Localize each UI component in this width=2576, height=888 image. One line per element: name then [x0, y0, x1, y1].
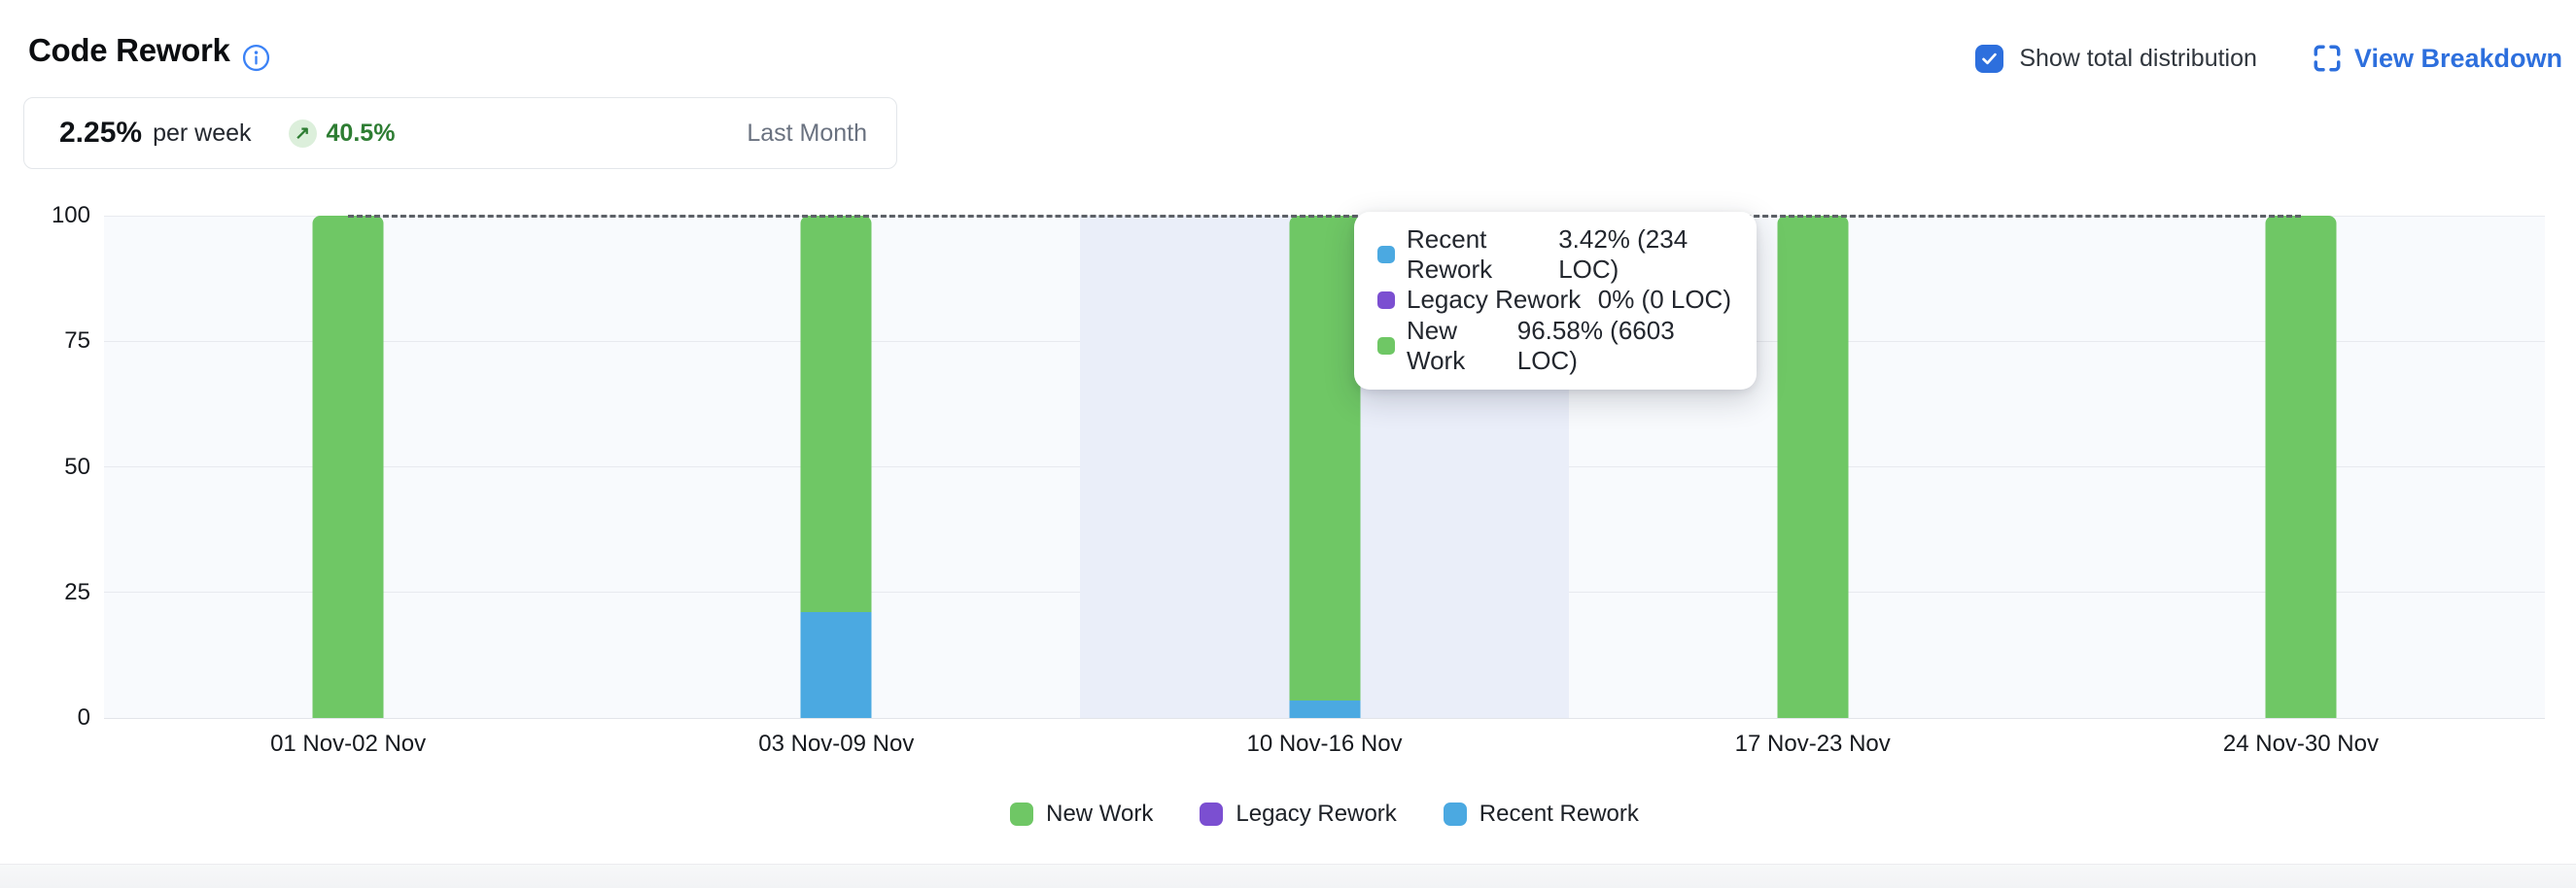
x-axis-label: 17 Nov-23 Nov — [1734, 731, 1891, 757]
tooltip-series-icon — [1377, 245, 1395, 263]
stat-period: Last Month — [747, 119, 867, 147]
y-axis-label: 0 — [77, 704, 90, 731]
tooltip-series-name: Legacy Rework — [1407, 285, 1582, 314]
legend-label: Legacy Rework — [1236, 801, 1397, 827]
bar-segment-new-work — [1289, 216, 1360, 701]
tooltip-row-legacy-rework: Legacy Rework 0% (0 LOC) — [1377, 277, 1731, 323]
legend-swatch-icon — [1010, 803, 1034, 826]
bar-segment-new-work — [1777, 216, 1849, 718]
rework-stat-card: 2.25% per week ↗ 40.5% Last Month — [23, 97, 897, 169]
bar-segment-new-work — [800, 216, 872, 613]
bar-slot — [2057, 216, 2545, 718]
tooltip-row-new-work: New Work 96.58% (6603 LOC) — [1377, 316, 1731, 375]
expand-icon — [2314, 45, 2341, 72]
tooltip-series-value: 96.58% (6603 LOC) — [1516, 315, 1675, 375]
gridline-0 — [104, 717, 2545, 719]
y-axis-label: 25 — [64, 578, 90, 605]
stacked-bar-01-nov-02-nov[interactable] — [312, 216, 384, 718]
view-breakdown-link[interactable]: View Breakdown — [2312, 43, 2562, 74]
stacked-bar-17-nov-23-nov[interactable] — [1777, 216, 1849, 718]
total-distribution-line — [348, 215, 2301, 218]
trend-value: 40.5% — [326, 119, 396, 147]
tooltip-series-name: New Work — [1407, 315, 1466, 375]
y-axis: 0 25 50 75 100 — [0, 202, 90, 731]
show-total-label[interactable]: Show total distribution — [2019, 44, 2257, 72]
x-axis-label: 01 Nov-02 Nov — [270, 731, 427, 757]
chart-tooltip: Recent Rework 3.42% (234 LOC) Legacy Rewor… — [1354, 212, 1757, 390]
tooltip-series-value: 0% (0 LOC) — [1597, 285, 1731, 314]
legend-swatch-icon — [1443, 803, 1467, 826]
x-axis: 01 Nov-02 Nov 03 Nov-09 Nov 10 Nov-16 Nov 1… — [104, 731, 2545, 758]
stacked-bar-10-nov-16-nov[interactable] — [1289, 216, 1360, 718]
stat-value: 2.25% — [59, 117, 143, 149]
x-axis-label: 03 Nov-09 Nov — [758, 731, 915, 757]
legend-label: Recent Rework — [1479, 801, 1639, 827]
tooltip-series-icon — [1377, 336, 1395, 355]
stat-unit: per week — [153, 119, 252, 147]
legend-item-new-work[interactable]: New Work — [1010, 801, 1153, 828]
tooltip-series-value: 3.42% (234 LOC) — [1558, 223, 1688, 284]
bar-slots — [104, 216, 2545, 718]
y-axis-label: 100 — [51, 202, 90, 228]
stacked-bar-24-nov-30-nov[interactable] — [2265, 216, 2337, 718]
x-axis-label: 24 Nov-30 Nov — [2222, 731, 2379, 757]
show-total-checkbox[interactable] — [1975, 44, 2004, 73]
legend-label: New Work — [1046, 801, 1154, 827]
next-section-edge — [0, 864, 2576, 888]
header-controls: Show total distribution View Breakdown — [1975, 41, 2562, 76]
bar-segment-new-work — [312, 216, 384, 718]
bar-segment-recent-rework — [1289, 700, 1360, 718]
check-icon — [1982, 52, 1998, 64]
tooltip-row-recent-rework: Recent Rework 3.42% (234 LOC) — [1377, 224, 1731, 284]
bar-slot — [104, 216, 592, 718]
legend-item-recent-rework[interactable]: Recent Rework — [1443, 801, 1639, 828]
bar-segment-recent-rework — [800, 612, 872, 718]
trend-up-icon: ↗ — [288, 119, 317, 148]
view-breakdown-label: View Breakdown — [2353, 43, 2562, 73]
trend-badge: ↗ 40.5% — [288, 119, 396, 148]
stacked-bar-03-nov-09-nov[interactable] — [800, 216, 872, 718]
page-title: Code Rework — [28, 32, 230, 68]
legend-item-legacy-rework[interactable]: Legacy Rework — [1200, 801, 1397, 828]
tooltip-series-name: Recent Rework — [1407, 223, 1493, 284]
info-icon[interactable] — [241, 43, 271, 73]
chart-plot[interactable] — [104, 215, 2545, 719]
x-axis-label: 10 Nov-16 Nov — [1246, 731, 1403, 757]
bar-slot — [592, 216, 1080, 718]
tooltip-series-icon — [1377, 290, 1395, 309]
legend-swatch-icon — [1200, 803, 1224, 826]
y-axis-label: 50 — [64, 453, 90, 480]
bar-segment-new-work — [2265, 216, 2337, 718]
chart-legend: New Work Legacy Rework Recent Rework — [104, 801, 2545, 828]
bar-slot — [1569, 216, 2057, 718]
y-axis-label: 75 — [64, 327, 90, 355]
